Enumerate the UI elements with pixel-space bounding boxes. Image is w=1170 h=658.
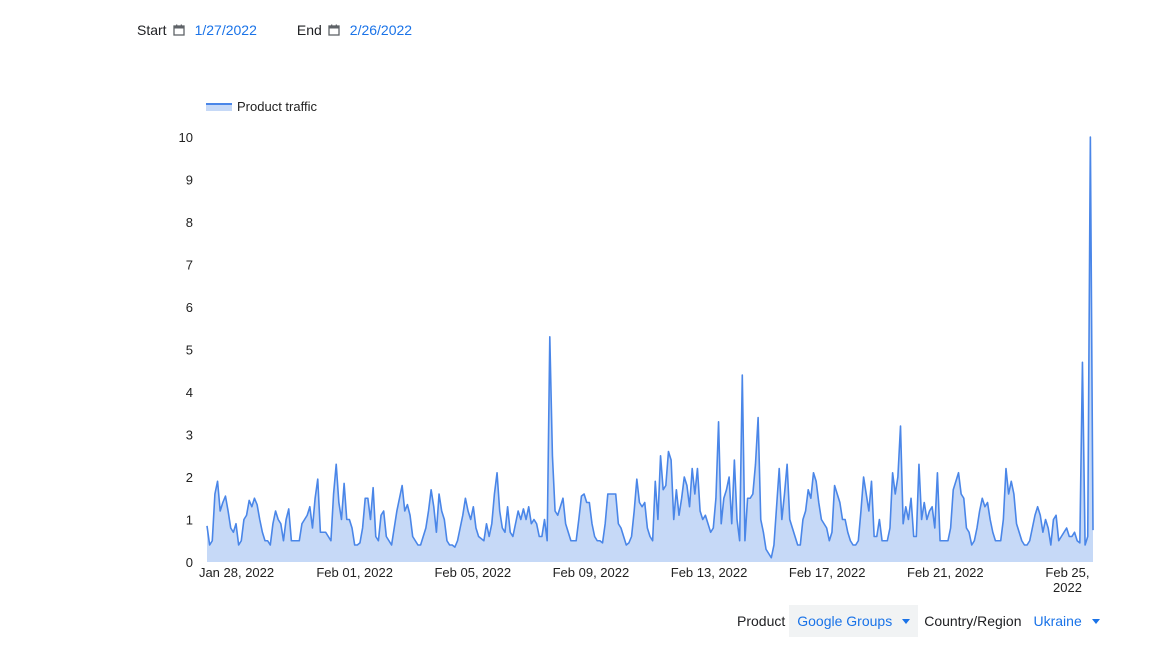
series-layer bbox=[206, 136, 1094, 562]
start-date-group: Start 1/27/2022 bbox=[137, 22, 257, 38]
country-select[interactable]: Ukraine bbox=[1025, 605, 1107, 637]
x-tick-label: Jan 28, 2022 bbox=[199, 565, 274, 580]
series-area bbox=[207, 137, 1093, 562]
y-tick-label: 7 bbox=[186, 258, 193, 273]
x-tick-label: Feb 17, 2022 bbox=[789, 565, 866, 580]
x-tick-label: Feb 09, 2022 bbox=[553, 565, 630, 580]
y-tick-label: 2 bbox=[186, 470, 193, 485]
product-value: Google Groups bbox=[797, 613, 893, 629]
y-tick-label: 0 bbox=[186, 555, 193, 570]
calendar-icon[interactable] bbox=[172, 24, 185, 36]
legend-swatch bbox=[206, 104, 232, 111]
product-select[interactable]: Google Groups bbox=[789, 605, 919, 637]
x-tick-label: Feb 25, bbox=[1045, 565, 1089, 580]
x-tick-label: 2022 bbox=[1053, 580, 1082, 595]
end-label: End bbox=[296, 22, 322, 38]
traffic-chart: Product traffic 0 1 2 3 4 5 6 7 8 9 10 Jan 28, 202… bbox=[179, 99, 1094, 595]
end-date-picker[interactable]: 2/26/2022 bbox=[349, 22, 413, 38]
y-tick-label: 5 bbox=[186, 343, 193, 358]
end-date-group: End 2/26/2022 bbox=[297, 22, 412, 38]
y-tick-label: 9 bbox=[186, 173, 193, 188]
chart-legend: Product traffic bbox=[206, 99, 317, 114]
calendar-icon[interactable] bbox=[328, 24, 340, 36]
country-label: Country/Region bbox=[924, 613, 1022, 629]
product-label: Product bbox=[737, 613, 786, 629]
y-tick-label: 10 bbox=[179, 130, 193, 145]
triangle-down-icon bbox=[1091, 618, 1100, 624]
start-label: Start bbox=[137, 22, 167, 38]
y-tick-label: 8 bbox=[186, 215, 193, 230]
x-axis: Jan 28, 2022 Feb 01, 2022 Feb 05, 2022 Feb … bbox=[199, 565, 1090, 595]
y-tick-label: 4 bbox=[186, 385, 193, 400]
triangle-down-icon bbox=[902, 618, 911, 624]
x-tick-label: Feb 21, 2022 bbox=[907, 565, 984, 580]
x-tick-label: Feb 05, 2022 bbox=[434, 565, 511, 580]
date-range-filter: Start 1/27/2022 End 2/26/2022 bbox=[137, 22, 452, 38]
x-tick-label: Feb 13, 2022 bbox=[671, 565, 748, 580]
country-value: Ukraine bbox=[1033, 613, 1082, 629]
legend-label: Product traffic bbox=[237, 99, 317, 114]
y-tick-label: 3 bbox=[186, 428, 193, 443]
y-tick-label: 6 bbox=[186, 300, 193, 315]
y-axis: 0 1 2 3 4 5 6 7 8 9 10 bbox=[179, 130, 193, 570]
chart-controls: Product Google Groups Country/Region Ukr… bbox=[737, 605, 1108, 637]
series-line bbox=[206, 136, 1094, 559]
x-tick-label: Feb 01, 2022 bbox=[316, 565, 393, 580]
start-date-picker[interactable]: 1/27/2022 bbox=[194, 22, 257, 38]
y-tick-label: 1 bbox=[186, 513, 193, 528]
